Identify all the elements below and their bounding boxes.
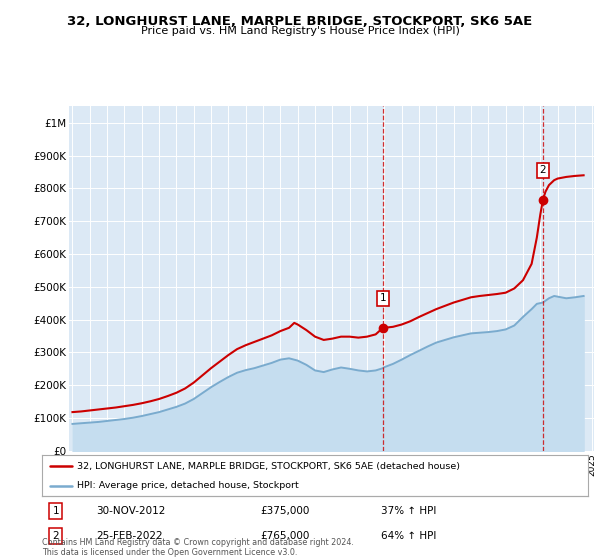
Text: 37% ↑ HPI: 37% ↑ HPI: [380, 506, 436, 516]
Text: HPI: Average price, detached house, Stockport: HPI: Average price, detached house, Stoc…: [77, 481, 299, 490]
Text: 25-FEB-2022: 25-FEB-2022: [97, 531, 163, 542]
Text: 32, LONGHURST LANE, MARPLE BRIDGE, STOCKPORT, SK6 5AE (detached house): 32, LONGHURST LANE, MARPLE BRIDGE, STOCK…: [77, 461, 460, 470]
Text: 2: 2: [539, 165, 546, 175]
Text: Price paid vs. HM Land Registry's House Price Index (HPI): Price paid vs. HM Land Registry's House …: [140, 26, 460, 36]
Text: Contains HM Land Registry data © Crown copyright and database right 2024.
This d: Contains HM Land Registry data © Crown c…: [42, 538, 354, 557]
Text: £765,000: £765,000: [260, 531, 310, 542]
Text: 2: 2: [52, 531, 59, 542]
Text: 32, LONGHURST LANE, MARPLE BRIDGE, STOCKPORT, SK6 5AE: 32, LONGHURST LANE, MARPLE BRIDGE, STOCK…: [67, 15, 533, 28]
Text: 64% ↑ HPI: 64% ↑ HPI: [380, 531, 436, 542]
Text: 1: 1: [52, 506, 59, 516]
Text: 1: 1: [380, 293, 386, 303]
Text: £375,000: £375,000: [260, 506, 310, 516]
Text: 30-NOV-2012: 30-NOV-2012: [97, 506, 166, 516]
